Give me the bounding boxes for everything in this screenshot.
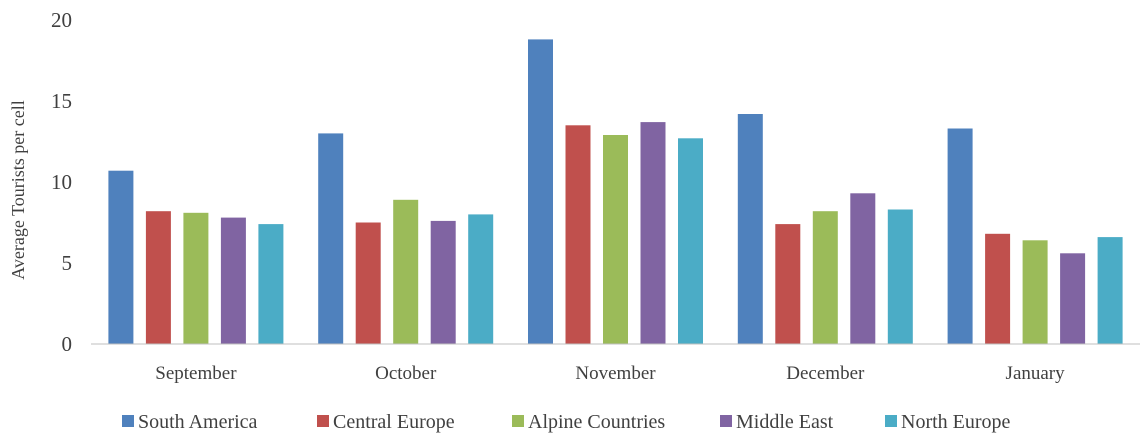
bar: [318, 133, 344, 344]
legend-swatch: [720, 415, 732, 427]
y-axis-label: Average Tourists per cell: [8, 100, 28, 280]
bar: [430, 220, 456, 344]
bar: [678, 138, 703, 344]
y-tick-label: 5: [62, 251, 73, 275]
bar: [640, 122, 666, 344]
bar: [947, 128, 973, 344]
x-tick-label: September: [155, 363, 237, 384]
bar: [603, 135, 628, 344]
x-tick-label: December: [786, 363, 865, 384]
legend-label: South America: [138, 411, 258, 433]
legend-label: North Europe: [901, 411, 1011, 433]
bar: [258, 224, 284, 344]
x-tick-label: January: [1006, 363, 1066, 384]
y-tick-label: 0: [62, 332, 73, 356]
bar: [737, 114, 763, 344]
legend-swatch: [122, 415, 134, 427]
legend-label: Central Europe: [333, 411, 455, 433]
legend-label: Middle East: [736, 411, 834, 433]
bar: [393, 199, 419, 344]
bar: [985, 233, 1011, 344]
x-tick-label: November: [575, 363, 656, 384]
legend-label: Alpine Countries: [528, 411, 665, 433]
x-tick-label: October: [375, 363, 437, 384]
bar: [1022, 240, 1048, 344]
bar: [565, 125, 591, 344]
legend-swatch: [512, 415, 524, 427]
bar: [1097, 237, 1123, 344]
y-tick-label: 20: [51, 8, 72, 32]
bar: [1060, 253, 1086, 344]
bar: [850, 193, 876, 344]
bar: [887, 209, 913, 344]
bar: [775, 224, 801, 344]
y-tick-label: 15: [51, 89, 72, 113]
y-tick-label: 10: [51, 170, 72, 194]
legend-swatch: [317, 415, 329, 427]
legend-swatch: [885, 415, 897, 427]
bar: [355, 222, 381, 344]
bar: [108, 170, 134, 344]
bar: [468, 214, 494, 344]
bar: [528, 39, 553, 345]
bar: [812, 211, 838, 344]
bar: [145, 211, 171, 344]
bar: [220, 217, 246, 344]
bar: [183, 212, 209, 344]
